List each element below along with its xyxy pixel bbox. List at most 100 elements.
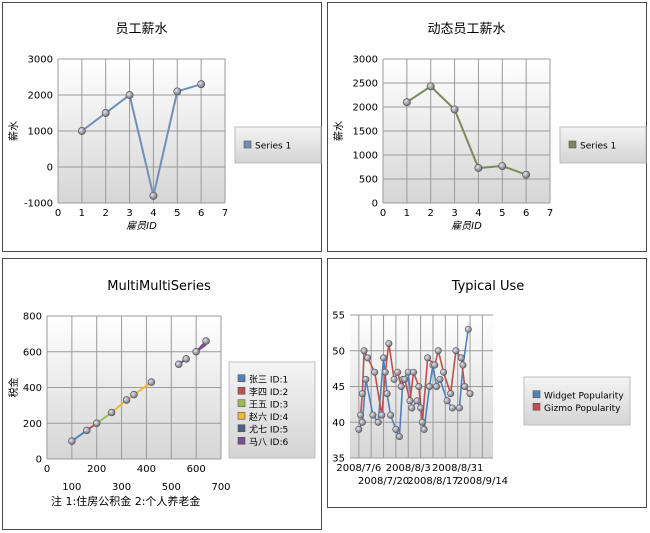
legend-swatch [243,140,252,149]
y-tick-label: 800 [23,312,42,323]
y-axis-label: 薪水 [8,121,20,141]
y-tick-label: 1000 [28,127,53,138]
series-line-segment [361,350,365,394]
data-point [433,383,441,391]
y-tick-label: 35 [332,454,345,465]
data-point [182,355,190,363]
series-line-segment [359,393,364,416]
data-point [436,375,444,383]
data-point [443,397,451,405]
series-line-segment [501,165,527,176]
data-point [355,425,363,433]
legend-label: 赵六 ID:4 [249,411,288,423]
data-point [173,87,182,96]
data-point [401,375,409,383]
data-point [402,98,411,107]
y-tick-label: 2000 [353,103,378,114]
data-point [357,411,365,419]
data-point [425,383,433,391]
data-point [197,80,206,89]
data-point [406,397,414,405]
x-tick-label: 100 [62,482,81,493]
x-tick-label: 7 [547,208,553,219]
data-point [392,425,400,433]
series-line-segment [428,364,434,387]
data-point [395,433,403,441]
legend-box [559,126,647,164]
x-tick-label: 200 [87,464,106,475]
x-tick-label: 2 [428,208,434,219]
data-point [202,337,210,345]
data-point [464,325,472,333]
series-line-segment [105,94,131,114]
y-tick-label: 600 [23,347,42,358]
series-line-segment [409,372,415,401]
data-point [447,390,455,398]
data-point [130,390,138,399]
legend-swatch [568,140,577,149]
x-tick-label: 3 [126,208,132,219]
x-tick-label: 0 [380,208,386,219]
y-tick-label: 500 [359,175,378,186]
data-point [381,368,389,376]
data-point [174,360,183,369]
chart-title: Typical Use [451,279,525,294]
legend-label: 尤七 ID:5 [249,423,288,435]
legend-label: 李四 ID:2 [249,386,288,398]
y-tick-label: 50 [332,346,345,357]
data-point [459,361,467,369]
data-point [418,418,426,426]
legend-label: Gizmo Popularity [544,404,621,414]
data-point [450,105,459,114]
legend-label: 王五 ID:3 [249,399,288,410]
x-tick-label: 4 [150,208,156,219]
y-axis-label: 税金 [7,378,20,398]
y-axis-label: 薪水 [333,121,345,141]
data-point [369,411,377,419]
chart-typical-use: 35 40 45 50 55 2008/7/6 2008/8/3 2008/8/31 2008/… [332,279,631,487]
x-tick-label: 400 [137,464,156,475]
x-tick-label: 2008/8/31 [432,463,483,474]
y-tick-label: 0 [372,199,378,210]
data-point [394,368,402,376]
series-line-segment [388,343,395,380]
series-line-segment [128,94,155,197]
chart-multimultiseries: 0 200 400 600 800 0 200 400 600 100 300 500 700 Multi… [7,279,316,508]
legend-swatch [237,399,246,408]
series-line-segment [406,85,432,104]
data-point [362,375,370,383]
legend-swatch [532,390,541,399]
data-point [101,109,110,117]
series-line-segment [449,350,457,394]
x-tick-label: 2008/8/3 [386,463,431,474]
y-tick-label: 1500 [353,127,378,138]
legend-swatch [237,374,246,383]
data-point [424,354,432,362]
y-tick-label: 45 [332,382,345,393]
series-line-segment [176,83,202,93]
data-point [455,404,463,412]
x-tick-label: 2008/7/20 [358,476,409,487]
data-point [83,426,91,435]
legend-box [523,376,631,426]
x-tick-label: 2008/8/17 [407,476,458,487]
data-point [364,354,372,362]
data-point [397,383,405,391]
data-point [390,375,398,383]
data-point [474,164,483,172]
data-point [378,411,386,419]
series-line-segment [365,379,374,416]
data-point [461,383,469,391]
data-point [358,390,366,398]
series-line-segment [442,371,452,394]
data-point [522,170,531,179]
data-point [417,404,425,412]
x-tick-label: 700 [211,482,230,493]
series-line-segment [439,379,448,402]
legend-swatch [237,436,246,445]
legend-label: Widget Popularity [544,391,624,401]
series-line-segment [453,109,480,169]
x-tick-label: 600 [187,464,206,475]
series-line-segment [386,393,392,416]
data-point [383,390,391,398]
